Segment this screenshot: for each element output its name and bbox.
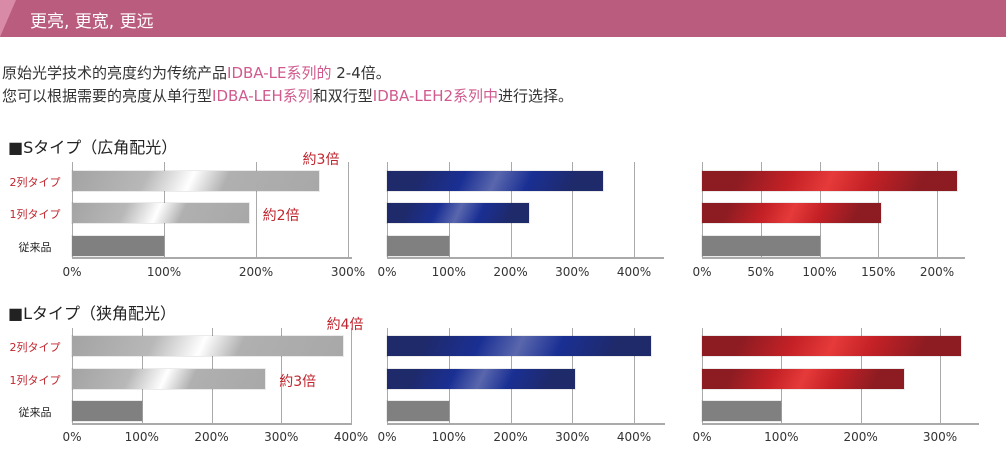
bar-2-row xyxy=(702,171,957,191)
tick-label: 400% xyxy=(616,265,652,279)
x-axis xyxy=(702,257,965,259)
x-axis xyxy=(387,423,665,425)
text: 和双行型 xyxy=(312,87,373,105)
tick-label: 50% xyxy=(747,265,775,279)
tick-label: 0% xyxy=(377,430,397,444)
tick-label: 0% xyxy=(692,430,712,444)
highlight-text: IDBA-LE系列的 xyxy=(227,64,332,82)
bar-1-row xyxy=(72,369,266,389)
bar-conventional xyxy=(702,401,782,421)
row-label: 従来品 xyxy=(18,241,52,254)
tick-label: 200% xyxy=(493,430,528,444)
annotation: 約4倍 xyxy=(326,317,364,333)
tick-label: 400% xyxy=(333,430,369,444)
gridline xyxy=(281,328,283,423)
tick-label: 300% xyxy=(555,430,590,444)
intro-line-2: 您可以根据需要的亮度从单行型IDBA-LEH系列和双行型IDBA-LEH2系列中… xyxy=(2,85,573,106)
section-title-l-type: ■Lタイプ（狭角配光） xyxy=(8,304,177,323)
bar-1-row xyxy=(387,203,530,223)
tick-label: 200% xyxy=(843,430,878,444)
annotation: 約3倍 xyxy=(279,374,317,390)
tick-label: 100% xyxy=(802,265,837,279)
gridline xyxy=(940,328,941,423)
tick-label: 300% xyxy=(264,430,299,444)
bar-conventional xyxy=(72,401,142,421)
gridline xyxy=(634,328,635,423)
highlight-text: IDBA-LEH2系列中 xyxy=(372,87,499,105)
x-axis xyxy=(702,423,979,425)
banner-title: 更亮, 更宽, 更远 xyxy=(30,12,154,32)
tick-label: 300% xyxy=(555,265,590,279)
tick-label: 0% xyxy=(692,265,712,279)
row-label: 2列タイプ xyxy=(9,176,61,189)
bar-conventional xyxy=(72,236,164,256)
bar-2-row xyxy=(72,336,343,356)
tick-label: 100% xyxy=(124,430,159,444)
text: 您可以根据需要的亮度从单行型 xyxy=(2,87,213,105)
tick-label: 100% xyxy=(431,430,466,444)
section-title-s-type: ■Sタイプ（広角配光） xyxy=(8,138,178,157)
banner-corner xyxy=(0,0,16,37)
bar-2-row xyxy=(387,336,651,356)
bar-1-row xyxy=(387,369,576,389)
tick-label: 200% xyxy=(493,265,528,279)
tick-label: 200% xyxy=(238,265,274,279)
gridline xyxy=(348,162,349,257)
tick-label: 300% xyxy=(922,430,958,444)
gridline xyxy=(351,328,352,423)
text: 2-4倍。 xyxy=(331,64,391,82)
text: 进行选择。 xyxy=(498,87,574,105)
tick-label: 100% xyxy=(146,265,182,279)
bar-1-row xyxy=(702,203,881,223)
bar-2-row xyxy=(387,171,604,191)
bar-conventional xyxy=(702,236,820,256)
bar-conventional xyxy=(387,401,449,421)
x-axis xyxy=(72,423,352,425)
tick-label: 200% xyxy=(919,265,955,279)
text: 原始光学技术的亮度约为传统产品 xyxy=(2,64,228,82)
row-label: 従来品 xyxy=(18,406,52,419)
x-axis xyxy=(387,257,664,259)
intro-line-1: 原始光学技术的亮度约为传统产品IDBA-LE系列的 2-4倍。 xyxy=(2,62,391,83)
bar-conventional xyxy=(387,236,449,256)
tick-label: 100% xyxy=(431,265,466,279)
gridline xyxy=(634,162,635,257)
annotation: 約2倍 xyxy=(262,208,300,224)
tick-label: 0% xyxy=(62,265,82,279)
bar-2-row xyxy=(72,171,319,191)
tick-label: 0% xyxy=(62,430,82,444)
gridline xyxy=(256,162,257,257)
gridline xyxy=(937,162,938,257)
tick-label: 400% xyxy=(616,430,652,444)
row-label: 1列タイプ xyxy=(9,374,61,387)
annotation: 約3倍 xyxy=(302,152,340,168)
bar-1-row xyxy=(72,203,249,223)
bar-2-row xyxy=(702,336,961,356)
tick-label: 100% xyxy=(764,430,799,444)
highlight-text: IDBA-LEH系列 xyxy=(212,87,313,105)
section-banner: 更亮, 更宽, 更远 xyxy=(0,0,1006,37)
row-label: 1列タイプ xyxy=(9,208,61,221)
bar-1-row xyxy=(702,369,904,389)
tick-label: 300% xyxy=(330,265,366,279)
tick-label: 200% xyxy=(194,430,229,444)
tick-label: 150% xyxy=(861,265,896,279)
x-axis xyxy=(72,257,352,259)
gridline xyxy=(572,162,574,257)
tick-label: 0% xyxy=(377,265,397,279)
row-label: 2列タイプ xyxy=(9,341,61,354)
